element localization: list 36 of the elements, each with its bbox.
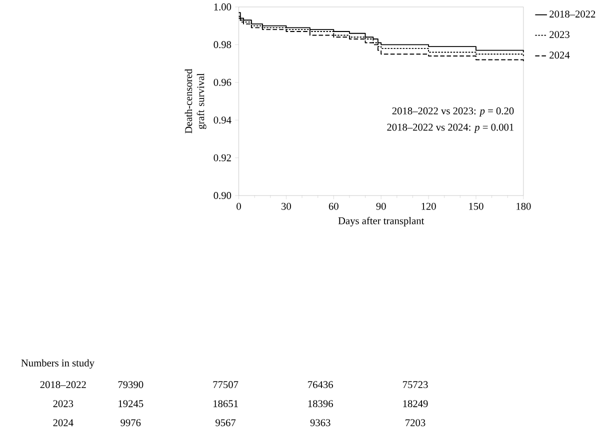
y-tick-label: 0.98 xyxy=(214,41,232,48)
text: 19245 xyxy=(118,400,144,408)
y-axis-title: Death-censored graft survival xyxy=(184,69,206,134)
y-tick-label: 0.94 xyxy=(214,116,232,124)
text: 18249 xyxy=(403,400,428,408)
text: Numbers in study xyxy=(21,359,94,369)
text: 9976 xyxy=(120,419,141,426)
legend-label: 2018–2022 xyxy=(550,10,596,18)
x-tick-label: 60 xyxy=(328,203,338,210)
text: 79390 xyxy=(118,381,144,388)
x-tick-label: 90 xyxy=(376,203,386,210)
x-tick-label: 30 xyxy=(282,203,291,210)
text: 2024 xyxy=(53,419,74,426)
text: 2018–2022 xyxy=(40,381,86,388)
text: 18396 xyxy=(308,400,333,408)
text: 76436 xyxy=(308,381,333,388)
x-axis-title: Days after transplant xyxy=(338,217,424,227)
x-tick-label: 0 xyxy=(236,203,241,210)
text: 77507 xyxy=(213,381,238,388)
y-tick-label: 0.96 xyxy=(214,79,232,86)
legend-label: 2023 xyxy=(550,31,570,38)
y-tick-label: 0.92 xyxy=(214,154,231,162)
text: 75723 xyxy=(403,381,428,388)
text: 9363 xyxy=(310,419,330,426)
x-tick-label: 180 xyxy=(516,203,531,210)
legend-label: 2024 xyxy=(550,52,570,59)
y-tick-label: 0.90 xyxy=(214,192,232,200)
text: 18651 xyxy=(214,400,238,408)
annotation: 2018–2022 vs 2024: p = 0.001 xyxy=(387,124,514,134)
x-tick-label: 150 xyxy=(469,203,484,210)
y-tick-label: 1.00 xyxy=(214,4,232,11)
text: 2023 xyxy=(53,400,74,408)
text: 9567 xyxy=(216,419,236,426)
x-tick-label: 120 xyxy=(422,203,436,210)
text: 7203 xyxy=(406,419,426,426)
annotation: 2018–2022 vs 2023: p = 0.20 xyxy=(392,108,514,117)
